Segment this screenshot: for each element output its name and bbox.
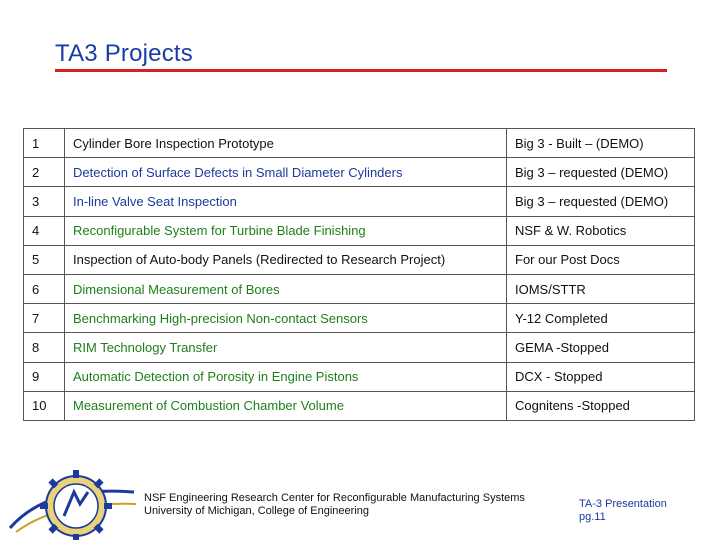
project-number: 10	[23, 390, 65, 421]
table-row: 7 Benchmarking High-precision Non-contact…	[23, 303, 695, 334]
table-row: 6 Dimensional Measurement of Bores IOMS/ST…	[23, 273, 695, 305]
project-status: Cognitens -Stopped	[506, 390, 695, 421]
footer-org-line1: NSF Engineering Research Center for Reco…	[144, 492, 525, 504]
project-name: Dimensional Measurement of Bores	[64, 273, 507, 305]
project-name: In-line Valve Seat Inspection	[64, 186, 507, 217]
projects-table: 1 Cylinder Bore Inspection Prototype Big 3…	[23, 127, 695, 421]
project-number: 8	[23, 332, 65, 363]
table-row: 2 Detection of Surface Defects in Small D…	[23, 157, 695, 188]
table-row: 3 In-line Valve Seat Inspection Big 3 – re…	[23, 186, 695, 217]
project-name: Benchmarking High-precision Non-contact …	[64, 303, 507, 334]
project-name: Detection of Surface Defects in Small Di…	[64, 157, 507, 188]
project-status: DCX - Stopped	[506, 361, 695, 392]
project-number: 3	[23, 186, 65, 217]
page-title: TA3 Projects	[55, 40, 193, 67]
project-number: 1	[23, 127, 65, 159]
footer-organization: NSF Engineering Research Center for Reco…	[144, 492, 525, 518]
project-number: 4	[23, 215, 65, 246]
project-name: Reconfigurable System for Turbine Blade …	[64, 215, 507, 246]
project-status: GEMA -Stopped	[506, 332, 695, 363]
table-row: 4 Reconfigurable System for Turbine Blade…	[23, 215, 695, 246]
footer-org-line2: University of Michigan, College of Engin…	[144, 505, 370, 517]
table-row: 8 RIM Technology Transfer GEMA -Stopped	[23, 332, 695, 363]
project-number: 5	[23, 244, 65, 275]
project-status: IOMS/STTR	[506, 273, 695, 305]
title-underline	[55, 69, 667, 72]
project-name: Cylinder Bore Inspection Prototype	[64, 127, 507, 159]
project-name: Inspection of Auto-body Panels (Redirect…	[64, 244, 507, 275]
project-status: For our Post Docs	[506, 244, 695, 275]
project-status: Big 3 – requested (DEMO)	[506, 186, 695, 217]
project-name: Measurement of Combustion Chamber Volume	[64, 390, 507, 421]
project-status: Y-12 Completed	[506, 303, 695, 334]
project-number: 2	[23, 157, 65, 188]
project-status: Big 3 – requested (DEMO)	[506, 157, 695, 188]
project-status: Big 3 - Built – (DEMO)	[506, 127, 695, 159]
project-name: Automatic Detection of Porosity in Engin…	[64, 361, 507, 392]
table-row: 5 Inspection of Auto-body Panels (Redirec…	[23, 244, 695, 275]
project-number: 9	[23, 361, 65, 392]
footer-presentation-label: TA-3 Presentation	[579, 498, 667, 510]
project-number: 7	[23, 303, 65, 334]
project-status: NSF & W. Robotics	[506, 215, 695, 246]
project-number: 6	[23, 273, 65, 305]
footer-page-info: TA-3 Presentation pg.11	[579, 498, 667, 524]
footer-page-number: pg.11	[579, 511, 606, 523]
erc-rms-logo-icon	[8, 470, 137, 540]
project-name: RIM Technology Transfer	[64, 332, 507, 363]
table-row: 1 Cylinder Bore Inspection Prototype Big 3…	[23, 127, 695, 159]
table-row: 10 Measurement of Combustion Chamber Volu…	[23, 390, 695, 421]
table-row: 9 Automatic Detection of Porosity in Engi…	[23, 361, 695, 392]
